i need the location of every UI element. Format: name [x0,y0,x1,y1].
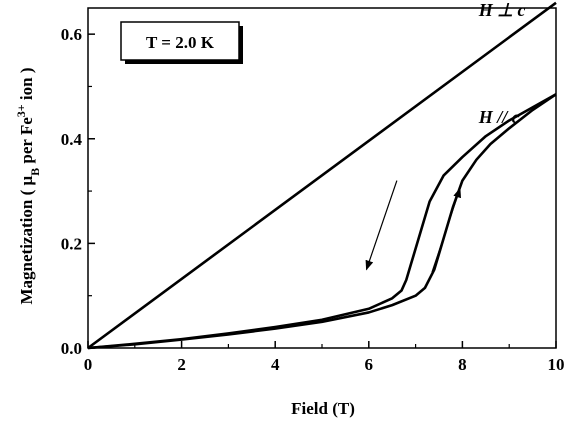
series-layer [87,1,557,350]
x-tick-label: 2 [177,355,186,374]
x-tick-label: 6 [365,355,374,374]
series-line-h-par-c-up [87,93,557,350]
temperature-box: T = 2.0 K [120,21,243,64]
temperature-label: T = 2.0 K [146,33,215,52]
y-tick-label: 0.2 [61,234,82,253]
axis-ticks: 0 2 4 6 8 10 0.0 0.2 0.4 0.6 [61,25,565,374]
label-layer: H ⊥ c H // c [478,0,526,127]
y-tick-label: 0.0 [61,339,82,358]
x-tick-label: 10 [548,355,565,374]
series-line-h-perp-c [87,1,557,350]
sweep-up-arrow [431,187,461,273]
series-line-h-par-c-down [87,93,557,350]
y-axis-label: Magnetization ( μB per Fe3+ ion ) [14,68,42,305]
y-tick-label: 0.4 [61,130,83,149]
x-tick-label: 4 [271,355,280,374]
x-tick-label: 0 [84,355,93,374]
x-axis-label: Field (T) [291,399,355,418]
annotation-h-perp-c: H ⊥ c [478,0,526,20]
y-tick-label: 0.6 [61,25,82,44]
arrow-layer [365,180,461,273]
annotation-h-par-c: H // c [478,107,520,127]
sweep-down-arrow [365,180,398,271]
x-tick-label: 8 [458,355,467,374]
